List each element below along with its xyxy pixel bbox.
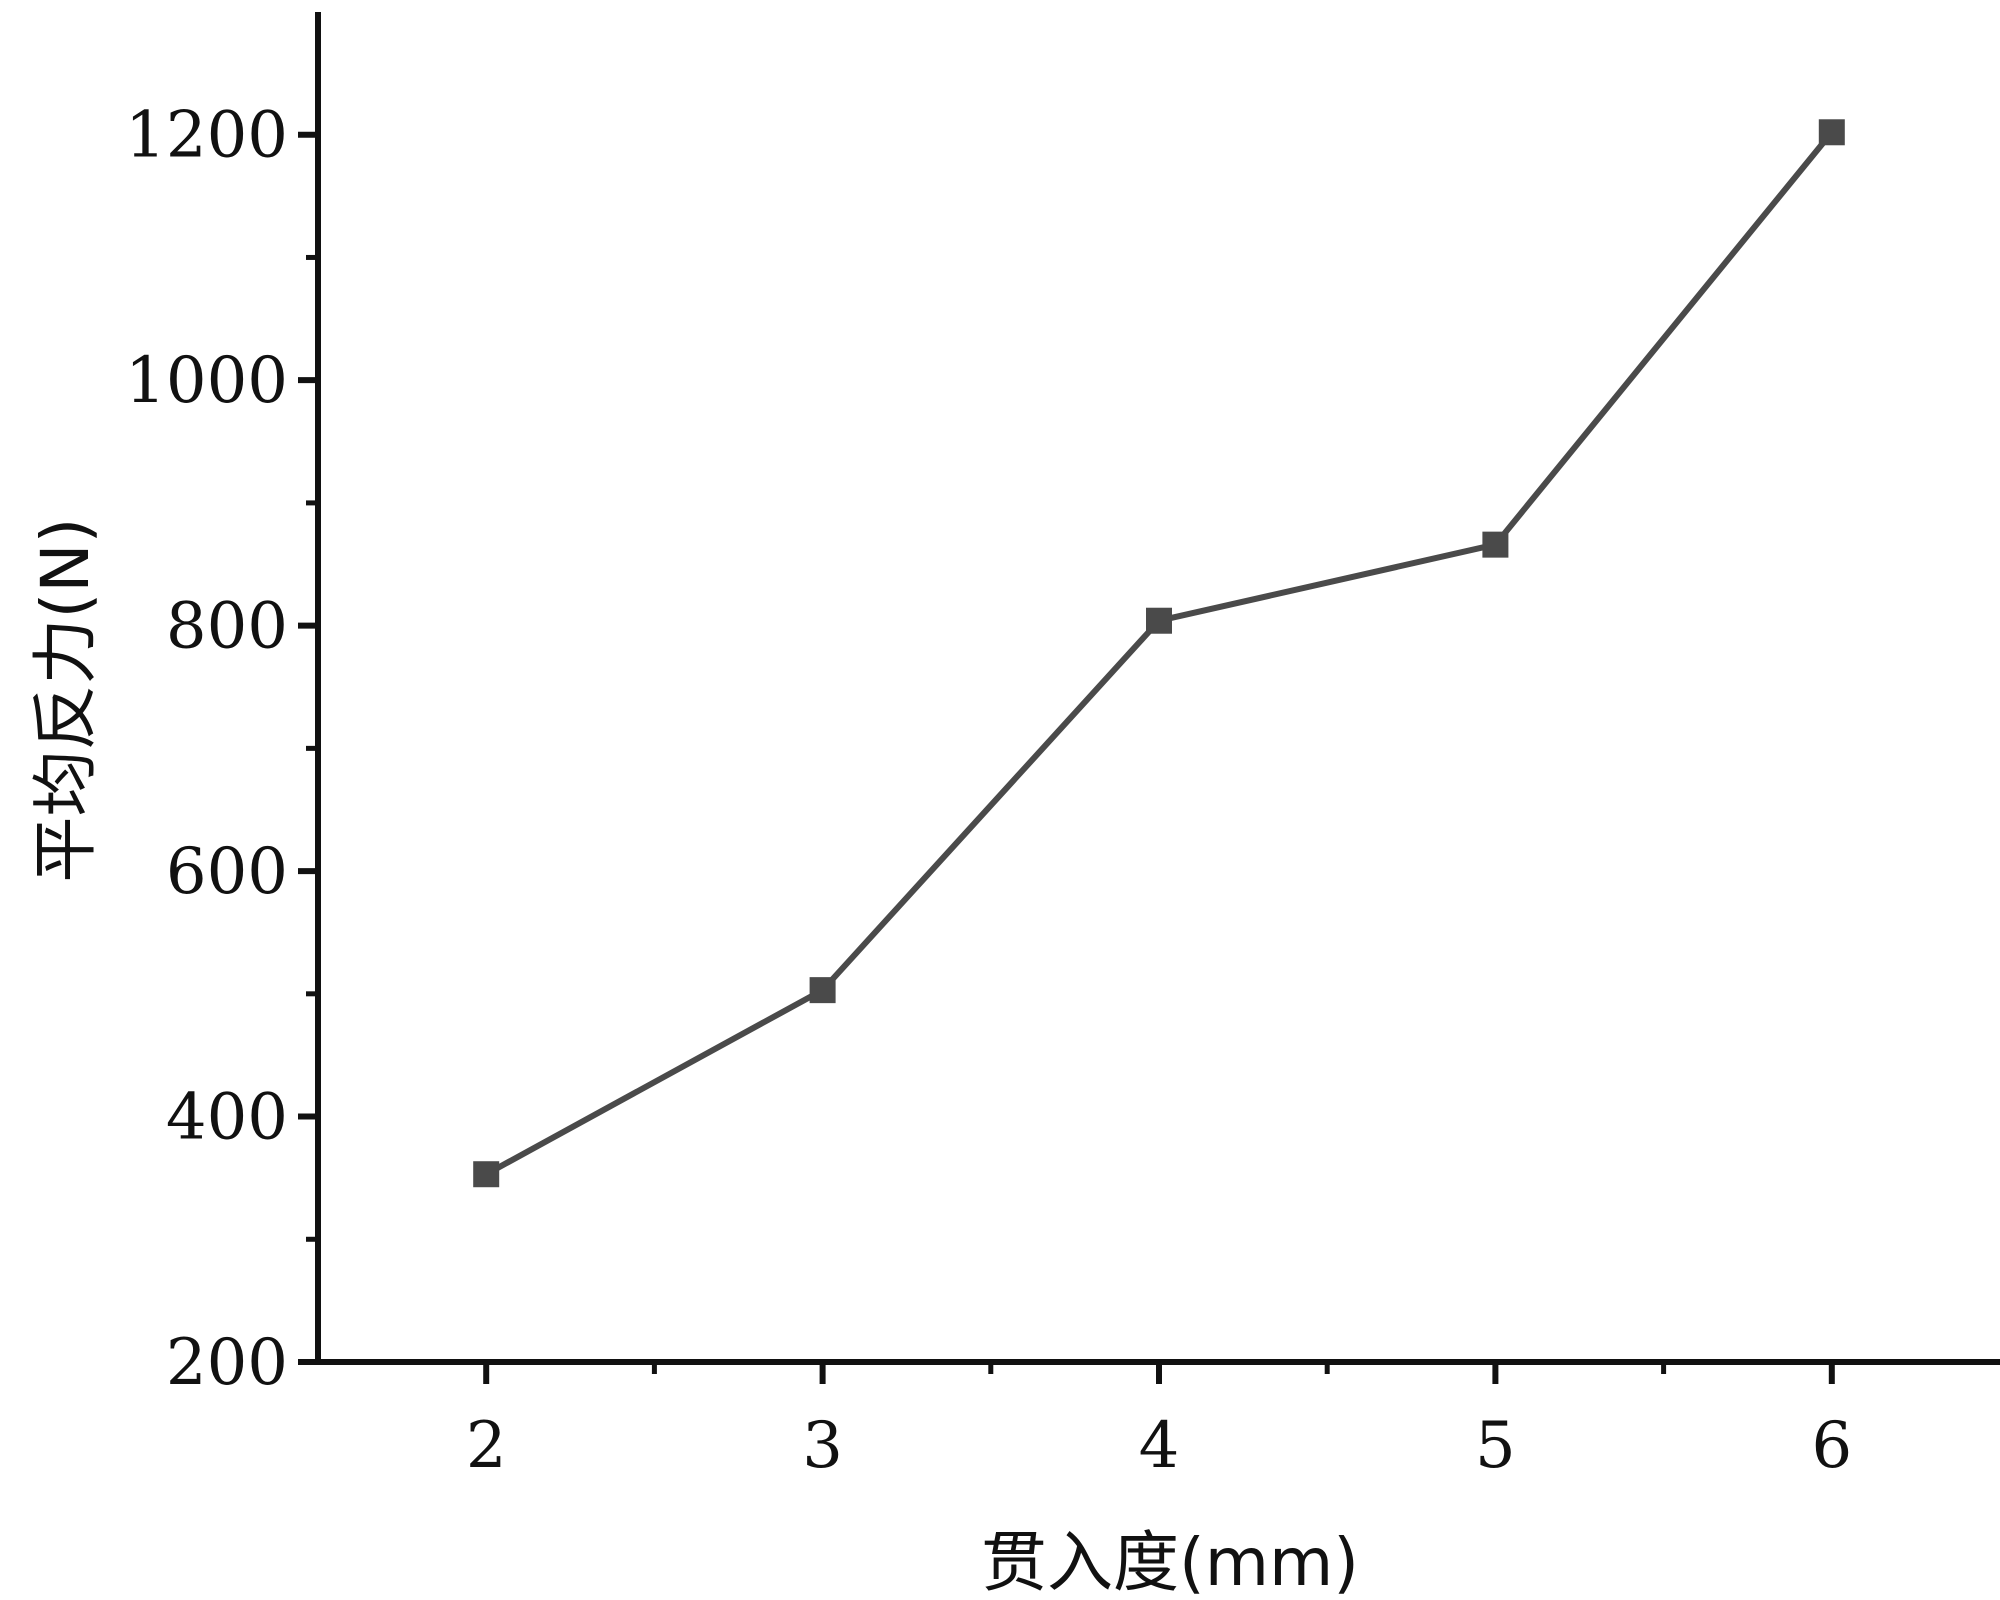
x-axis-title: 贯入度(mm)	[981, 1524, 1359, 1600]
y-tick-label: 1200	[125, 99, 288, 173]
data-point-marker	[809, 977, 836, 1004]
y-axis-title: 平均反力(N)	[27, 518, 104, 883]
ticks-layer: 200 400 600 800 1000 1200 2 3 4 5 6	[125, 99, 1852, 1483]
data-point-marker	[1482, 531, 1509, 558]
y-tick-label: 1000	[125, 344, 288, 418]
axes-layer	[315, 12, 2000, 1365]
data-point-marker	[1818, 119, 1845, 146]
data-point-marker	[1146, 607, 1172, 634]
y-tick-label: 800	[166, 590, 288, 664]
y-tick-label: 600	[166, 835, 288, 909]
series-layer	[473, 119, 1845, 1188]
data-point-marker	[473, 1161, 500, 1188]
y-tick-label: 400	[166, 1081, 288, 1155]
x-tick-label: 2	[466, 1409, 507, 1483]
x-tick-label: 4	[1139, 1409, 1180, 1483]
x-tick-label: 5	[1475, 1409, 1516, 1483]
y-tick-label: 200	[166, 1326, 288, 1400]
series-line	[484, 130, 1835, 1177]
x-tick-label: 6	[1811, 1409, 1852, 1483]
x-tick-label: 3	[802, 1409, 843, 1483]
